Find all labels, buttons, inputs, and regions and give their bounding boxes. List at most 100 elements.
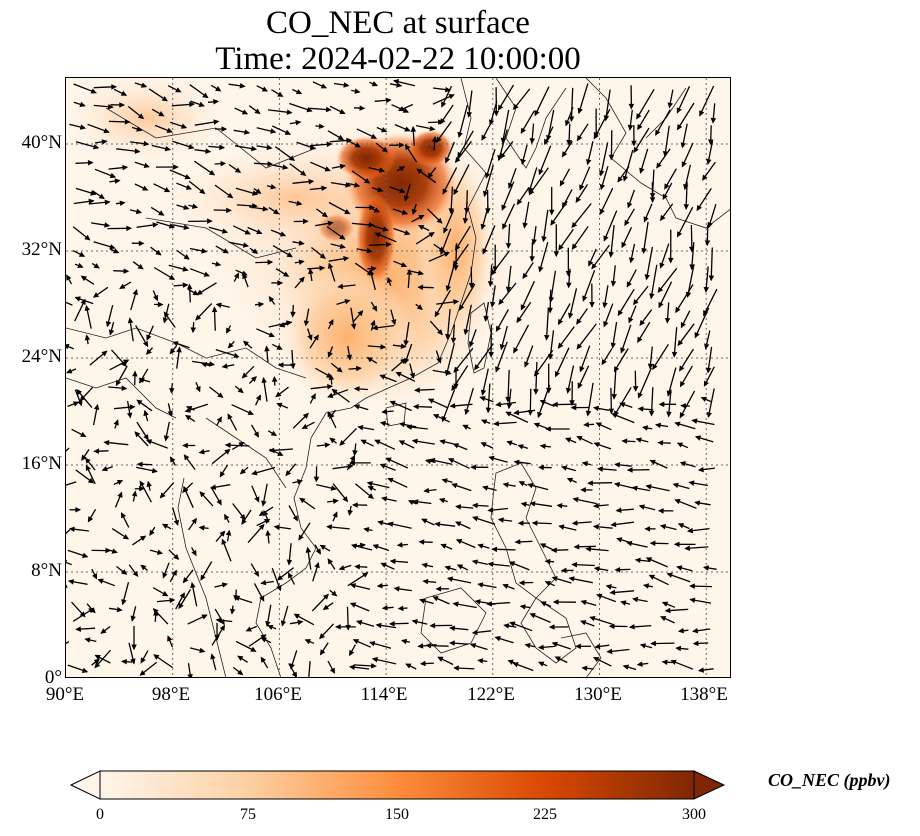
- wind-arrow-head: [641, 425, 649, 431]
- wind-arrow-head: [210, 653, 216, 660]
- wind-arrow-head: [66, 368, 73, 374]
- wind-arrow-head: [479, 396, 486, 402]
- wind-arrow-head: [438, 497, 446, 504]
- wind-arrow-shaft: [582, 270, 596, 301]
- wind-arrow-head: [140, 657, 146, 664]
- wind-arrow-shaft: [600, 142, 609, 176]
- wind-arrow-head: [494, 635, 501, 642]
- wind-arrow-head: [644, 274, 650, 281]
- wind-arrow-head: [639, 319, 646, 327]
- wind-arrow-shaft: [464, 304, 472, 335]
- wind-arrow-head: [219, 624, 226, 632]
- wind-arrow-shaft: [568, 288, 578, 318]
- wind-arrow-head: [184, 174, 191, 180]
- wind-arrow-head: [309, 144, 316, 150]
- wind-arrow-head: [315, 548, 321, 555]
- wind-arrow-head: [122, 164, 129, 171]
- wind-arrow-head: [379, 420, 386, 427]
- wind-arrow-head: [592, 524, 599, 530]
- wind-arrow-head: [432, 596, 439, 602]
- wind-arrow-head: [485, 407, 492, 414]
- wind-arrow-head: [130, 658, 136, 665]
- wind-arrow-head: [109, 172, 117, 178]
- wind-arrow-head: [88, 607, 95, 614]
- wind-arrow-head: [163, 311, 170, 318]
- wind-arrow-head: [644, 526, 651, 532]
- wind-arrow-head: [418, 214, 425, 221]
- wind-arrow-head: [254, 496, 260, 503]
- wind-arrow-head: [652, 363, 658, 370]
- wind-arrow-head: [637, 336, 643, 344]
- wind-arrow-head: [332, 511, 338, 518]
- wind-arrow-head: [131, 490, 138, 497]
- wind-arrow-head: [136, 461, 143, 468]
- wind-arrow-head: [431, 136, 438, 142]
- wind-arrow-head: [167, 410, 173, 417]
- wind-arrow-head: [379, 374, 386, 380]
- wind-arrow-head: [92, 573, 97, 580]
- wind-arrow-head: [279, 231, 287, 237]
- wind-arrow-shaft: [474, 343, 494, 370]
- wind-arrow-head: [441, 101, 447, 108]
- wind-arrow-shaft: [603, 210, 618, 241]
- wind-arrow-head: [697, 667, 704, 673]
- wind-arrow-head: [120, 90, 128, 96]
- wind-arrow-shaft: [579, 345, 591, 372]
- wind-arrow-shaft: [545, 307, 550, 340]
- wind-arrow-head: [202, 92, 209, 99]
- wind-arrow-head: [184, 407, 191, 413]
- wind-arrow-head: [449, 640, 455, 646]
- wind-arrow-head: [173, 553, 180, 560]
- wind-arrow-head: [277, 450, 284, 456]
- wind-arrow-head: [534, 110, 540, 117]
- wind-arrow-head: [93, 403, 100, 411]
- wind-arrow-head: [326, 141, 333, 148]
- wind-arrow-head: [242, 242, 250, 248]
- wind-arrow-head: [407, 499, 415, 506]
- colorbar-gradient: [99, 770, 695, 800]
- wind-arrow-head: [417, 225, 425, 231]
- wind-arrow-head: [522, 222, 528, 229]
- wind-arrow-head: [442, 188, 448, 195]
- wind-arrow-head: [632, 386, 639, 392]
- wind-arrow-head: [169, 597, 176, 604]
- wind-arrow-head: [271, 375, 278, 382]
- wind-arrow-head: [453, 265, 459, 271]
- wind-arrow-head: [298, 534, 304, 541]
- wind-arrow-head: [387, 478, 394, 483]
- wind-arrow-head: [637, 392, 643, 399]
- wind-arrow-head: [558, 244, 564, 251]
- wind-arrow-head: [429, 125, 436, 132]
- wind-arrow-head: [422, 578, 429, 585]
- wind-arrow-head: [412, 499, 419, 505]
- wind-arrow-shaft: [451, 365, 469, 391]
- wind-arrow-head: [550, 219, 556, 226]
- wind-arrow-head: [621, 241, 627, 249]
- wind-arrow-head: [250, 145, 258, 152]
- wind-arrow-head: [219, 144, 226, 151]
- wind-arrow-head: [156, 549, 164, 555]
- wind-arrow-head: [438, 246, 445, 253]
- wind-arrow-head: [453, 188, 459, 196]
- wind-arrow-head: [603, 321, 609, 328]
- wind-arrow-shaft: [566, 365, 575, 393]
- wind-arrow-head: [87, 160, 94, 166]
- wind-arrow-head: [88, 198, 95, 205]
- wind-arrow-head: [120, 512, 127, 519]
- wind-arrow-head: [344, 208, 351, 215]
- map-canvas: [66, 78, 730, 677]
- wind-arrow-head: [220, 160, 227, 167]
- wind-arrow-head: [398, 166, 406, 172]
- wind-arrow-head: [250, 646, 257, 652]
- wind-arrow-head: [508, 561, 516, 567]
- wind-arrow-head: [677, 627, 684, 634]
- wind-arrow-head: [423, 487, 430, 494]
- wind-arrow-head: [258, 510, 265, 517]
- wind-arrow-shaft: [501, 109, 510, 143]
- wind-arrow-head: [454, 156, 461, 164]
- wind-arrow-head: [119, 283, 126, 289]
- wind-arrow-head: [322, 604, 330, 611]
- wind-arrow-head: [157, 301, 164, 308]
- wind-arrow-head: [608, 251, 614, 258]
- wind-arrow-head: [285, 470, 292, 477]
